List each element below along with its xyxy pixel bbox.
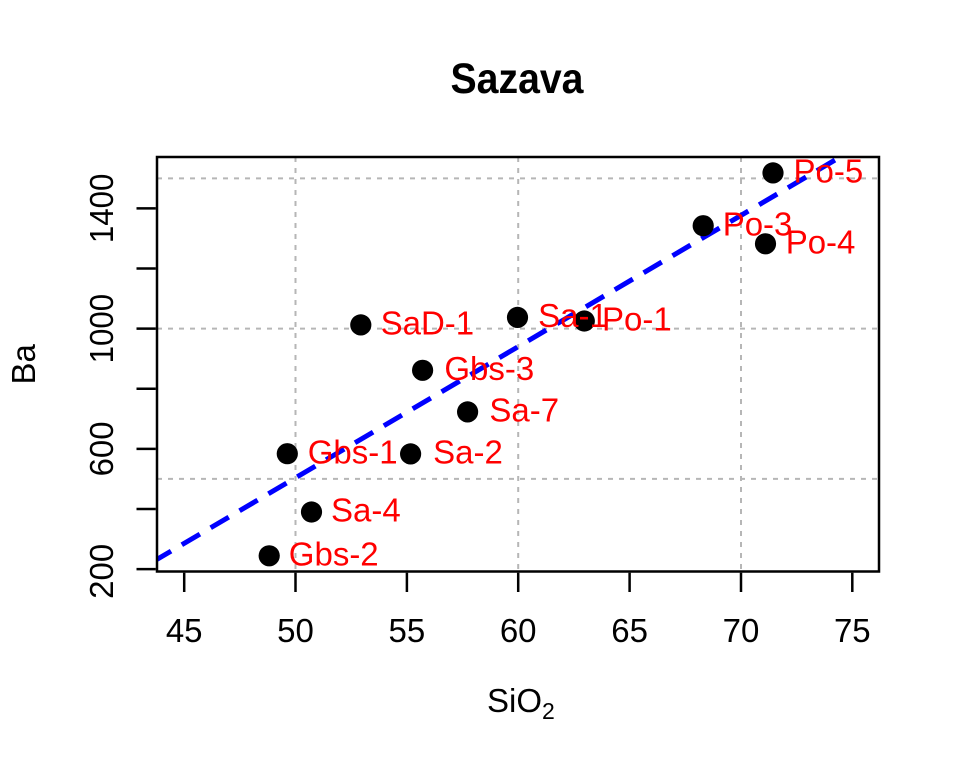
svg-text:Gbs-3: Gbs-3 bbox=[444, 350, 534, 387]
svg-text:70: 70 bbox=[723, 612, 760, 649]
svg-text:50: 50 bbox=[277, 612, 314, 649]
svg-text:600: 600 bbox=[83, 421, 120, 476]
svg-text:Gbs-2: Gbs-2 bbox=[289, 535, 379, 572]
svg-text:Sa-2: Sa-2 bbox=[433, 434, 503, 471]
svg-text:Sa-4: Sa-4 bbox=[331, 492, 401, 529]
svg-text:SaD-1: SaD-1 bbox=[381, 305, 475, 342]
svg-text:Sazava: Sazava bbox=[451, 55, 585, 103]
svg-text:Gbs-1: Gbs-1 bbox=[308, 433, 398, 470]
svg-text:200: 200 bbox=[83, 544, 120, 599]
svg-text:1000: 1000 bbox=[83, 294, 120, 364]
svg-text:75: 75 bbox=[834, 612, 871, 649]
svg-text:1400: 1400 bbox=[83, 174, 120, 244]
svg-text:65: 65 bbox=[611, 612, 648, 649]
svg-text:60: 60 bbox=[500, 612, 537, 649]
svg-text:Sa-7: Sa-7 bbox=[489, 392, 559, 429]
svg-text:Po-5: Po-5 bbox=[794, 153, 864, 190]
svg-text:Po-3: Po-3 bbox=[723, 205, 793, 242]
svg-text:Ba: Ba bbox=[5, 343, 42, 384]
svg-text:45: 45 bbox=[166, 612, 203, 649]
svg-text:Po-1: Po-1 bbox=[602, 301, 672, 338]
svg-text:Po-4: Po-4 bbox=[786, 223, 856, 260]
svg-text:Sa-1: Sa-1 bbox=[538, 297, 608, 334]
svg-text:55: 55 bbox=[389, 612, 426, 649]
